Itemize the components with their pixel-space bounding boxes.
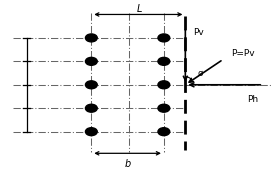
- Circle shape: [158, 128, 170, 136]
- Circle shape: [85, 128, 97, 136]
- Text: b: b: [124, 159, 131, 169]
- Text: P=Pv: P=Pv: [231, 49, 255, 58]
- Circle shape: [85, 81, 97, 89]
- Text: Pv: Pv: [193, 28, 204, 37]
- Circle shape: [85, 34, 97, 42]
- Circle shape: [158, 57, 170, 65]
- Circle shape: [85, 104, 97, 112]
- Circle shape: [158, 104, 170, 112]
- Text: Ph: Ph: [247, 95, 258, 104]
- Circle shape: [158, 81, 170, 89]
- Text: L: L: [137, 4, 142, 14]
- Text: ø: ø: [197, 69, 203, 78]
- Circle shape: [85, 57, 97, 65]
- Circle shape: [158, 34, 170, 42]
